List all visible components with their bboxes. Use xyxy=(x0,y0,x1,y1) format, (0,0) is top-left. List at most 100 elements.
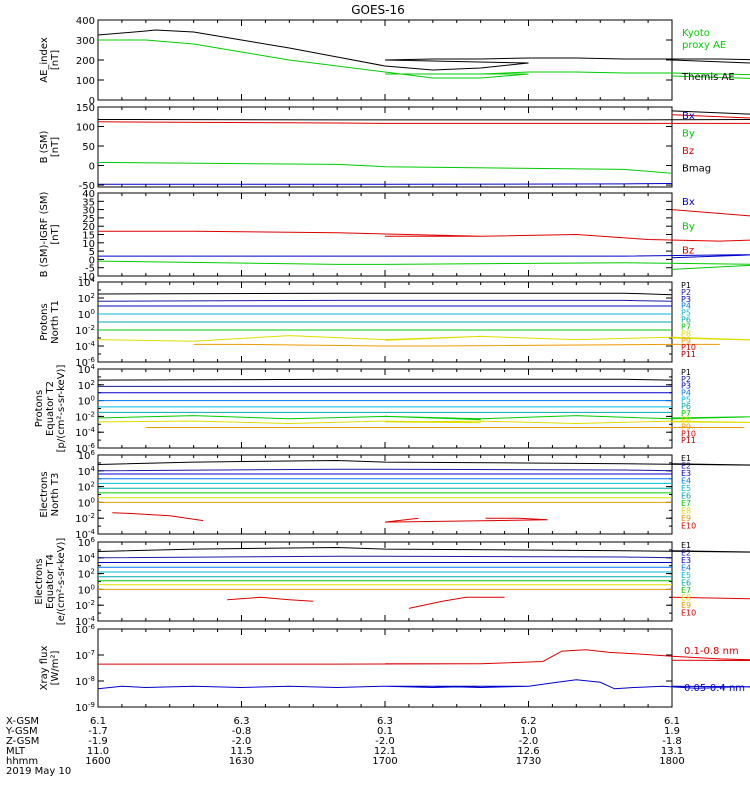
series-p1 xyxy=(97,292,673,296)
legend-entry: E4 xyxy=(681,564,691,573)
y-axis-label: Equator T2 xyxy=(45,381,56,436)
legend-entry: E2 xyxy=(681,549,691,558)
legend-entry: P9 xyxy=(681,336,691,345)
legend-entry: E1 xyxy=(681,541,691,550)
y-tick-label: 10-2 xyxy=(75,324,95,337)
ephemeris-value: -1.7 xyxy=(88,726,108,737)
y-tick-label: 100 xyxy=(78,583,95,596)
chart-title: GOES-16 xyxy=(351,3,405,17)
legend-entry: P1 xyxy=(681,281,691,290)
ephemeris-value: 0.1 xyxy=(377,726,393,737)
ephemeris-row-label: hhmm xyxy=(6,756,38,767)
legend-entry: P6 xyxy=(681,316,691,325)
y-tick-label: 100 xyxy=(78,395,95,408)
ephemeris-value: 6.1 xyxy=(90,716,106,727)
ephemeris-value: 6.1 xyxy=(664,716,680,727)
panel-8: 10-6 10-7 10-8 10-9 Xray flux [W/m²] 0.1-0.8 n… xyxy=(39,623,750,714)
ephemeris-value: 11.0 xyxy=(87,746,109,757)
y-axis-label: B (SM) xyxy=(39,130,50,163)
legend-entry: E3 xyxy=(681,469,691,478)
y-tick-label: 25 xyxy=(82,214,95,225)
legend-entry: P2 xyxy=(681,288,691,297)
ephemeris-value: 1730 xyxy=(516,756,541,767)
legend-entry: P11 xyxy=(681,436,696,445)
series-p8 xyxy=(97,420,750,425)
y-tick-label: 100 xyxy=(78,496,95,509)
y-axis-label: [nT] xyxy=(50,224,61,244)
y-tick-label: -50 xyxy=(79,181,95,192)
legend-entry: P4 xyxy=(681,388,691,397)
y-tick-label: 102 xyxy=(78,481,95,494)
legend-entry: E7 xyxy=(681,586,691,595)
series-bx xyxy=(98,254,750,259)
legend-entry: P3 xyxy=(681,295,691,304)
panel-frame xyxy=(97,368,673,449)
y-tick-label: 15 xyxy=(82,231,95,242)
legend-entry: 0.1-0.8 nm xyxy=(684,646,739,657)
legend-entry: 0.05-0.4 nm xyxy=(684,683,745,694)
y-tick-label: 300 xyxy=(76,36,95,47)
series-e2 xyxy=(97,468,673,472)
legend-entry: P4 xyxy=(681,302,691,311)
y-tick-label: 10-4 xyxy=(75,340,95,353)
y-axis-label: B (SM)-IGRF (SM) xyxy=(39,192,50,278)
series-e10 xyxy=(227,596,314,602)
legend-entry: E8 xyxy=(681,594,691,603)
legend-entry: Bz xyxy=(682,246,694,257)
ephemeris-value: 1.9 xyxy=(664,726,680,737)
legend-entry: P6 xyxy=(681,402,691,411)
ephemeris-value: 13.1 xyxy=(661,746,683,757)
ephemeris-value: -1.9 xyxy=(88,736,108,747)
legend-entry: P7 xyxy=(681,322,691,331)
legend-entry: P10 xyxy=(681,343,696,352)
legend-entry: P3 xyxy=(681,382,691,391)
legend-entry: E10 xyxy=(681,522,696,531)
legend-entry: Bx xyxy=(682,197,695,208)
y-tick-label: 104 xyxy=(78,363,96,376)
legend-entry: P11 xyxy=(681,350,696,359)
y-axis-label: Electrons xyxy=(39,471,50,517)
y-tick-label: 102 xyxy=(78,379,95,392)
series-p7 xyxy=(97,415,750,421)
y-axis-label: [nT] xyxy=(50,137,61,157)
y-tick-label: -10 xyxy=(79,272,95,283)
series-by xyxy=(97,260,750,270)
x-axis-info: X-GSM 6.1 6.3 6.3 6.2 6.1 Y-GSM -1.7 -0.8 0.1 1.0 1… xyxy=(5,716,685,777)
y-axis-label: Protons xyxy=(39,303,50,340)
series-bx xyxy=(98,183,673,185)
panel-frame xyxy=(97,628,673,708)
ephemeris-value: -1.8 xyxy=(662,736,682,747)
y-axis-label: [nT] xyxy=(50,50,61,70)
y-tick-label: 0 xyxy=(89,255,95,266)
legend-entry: E10 xyxy=(681,609,696,618)
series-e10b xyxy=(408,596,505,609)
ephemeris-value: 6.3 xyxy=(377,716,393,727)
y-tick-label: 100 xyxy=(76,123,95,134)
y-tick-label: 106 xyxy=(78,449,96,462)
y-axis-label: North T1 xyxy=(50,300,61,344)
series-e2 xyxy=(97,555,673,559)
y-tick-label: 20 xyxy=(82,222,95,233)
y-tick-label: 100 xyxy=(76,76,95,87)
y-tick-label: 0 xyxy=(89,162,95,173)
y-tick-label: 106 xyxy=(78,536,96,549)
y-tick-label: 0 xyxy=(89,96,95,107)
legend-entry: E2 xyxy=(681,462,691,471)
legend-entry: E6 xyxy=(681,492,691,501)
y-tick-label: 40 xyxy=(82,189,95,200)
y-tick-label: 102 xyxy=(78,292,95,305)
ephemeris-value: -0.8 xyxy=(232,726,252,737)
series-bmag xyxy=(97,110,750,121)
legend-entry: By xyxy=(682,129,695,140)
legend-entry: P7 xyxy=(681,409,691,418)
series-e1 xyxy=(97,546,750,553)
legend-entry: E3 xyxy=(681,556,691,565)
panel-frame xyxy=(97,541,673,622)
series-p8 xyxy=(97,335,750,342)
y-tick-label: 10-8 xyxy=(75,675,95,688)
ephemeris-row-label: Z-GSM xyxy=(6,736,39,747)
